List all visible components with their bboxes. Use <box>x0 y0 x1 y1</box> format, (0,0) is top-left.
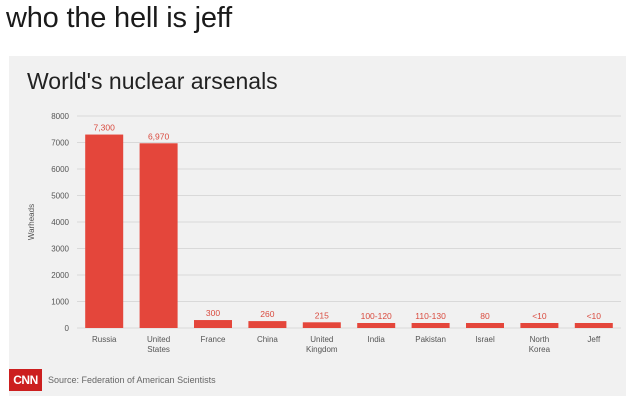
category-label: Russia <box>92 335 117 344</box>
category-label: Pakistan <box>415 335 446 344</box>
bar-chart: 0 1000 2000 3000 4000 5000 6000 7000 8000 Warhead… <box>27 112 621 354</box>
category-label: States <box>147 345 170 354</box>
data-label: 100-120 <box>361 311 392 321</box>
chart-title: World's nuclear arsenals <box>27 68 278 94</box>
source-text: Source: Federation of American Scientist… <box>48 375 216 385</box>
data-label: 300 <box>206 308 220 318</box>
category-label: Korea <box>529 345 551 354</box>
data-label: 260 <box>260 309 274 319</box>
bar <box>139 143 178 328</box>
y-tick-label: 5000 <box>51 192 69 201</box>
bar <box>411 323 450 328</box>
y-tick-label: 1000 <box>51 298 69 307</box>
category-label: Kingdom <box>306 345 338 354</box>
bar <box>520 323 559 328</box>
y-tick-label: 8000 <box>51 112 69 121</box>
data-label: 7,300 <box>94 123 116 133</box>
y-axis-label: Warheads <box>27 204 36 240</box>
category-label: Israel <box>475 335 495 344</box>
category-label: Jeff <box>587 335 601 344</box>
category-label: India <box>368 335 386 344</box>
category-label: China <box>257 335 278 344</box>
bar <box>248 321 287 328</box>
bar <box>466 323 504 328</box>
category-label: North <box>530 335 550 344</box>
y-tick-label: 3000 <box>51 245 69 254</box>
data-label: 215 <box>315 310 329 320</box>
meme-caption: who the hell is jeff <box>6 2 232 34</box>
category-label: France <box>201 335 226 344</box>
category-label: United <box>310 335 333 344</box>
y-tick-label: 4000 <box>51 218 69 227</box>
data-label: <10 <box>587 311 602 321</box>
chart-card: World's nuclear arsenals 0 1000 2000 3000 40… <box>9 56 626 396</box>
data-label: 110-130 <box>415 311 446 321</box>
y-tick-label: 7000 <box>51 139 69 148</box>
bar <box>357 323 396 328</box>
bar <box>574 323 613 328</box>
bar <box>194 320 232 328</box>
y-tick-label: 2000 <box>51 271 69 280</box>
y-tick-label: 6000 <box>51 165 69 174</box>
y-tick-label: 0 <box>65 324 70 333</box>
data-label: <10 <box>532 311 547 321</box>
bar <box>302 322 341 328</box>
data-label: 6,970 <box>148 131 170 141</box>
category-label: United <box>147 335 170 344</box>
source-line: CNN Source: Federation of American Scien… <box>9 368 216 392</box>
data-label: 80 <box>480 311 490 321</box>
cnn-logo: CNN <box>9 369 42 391</box>
bar <box>85 134 124 328</box>
